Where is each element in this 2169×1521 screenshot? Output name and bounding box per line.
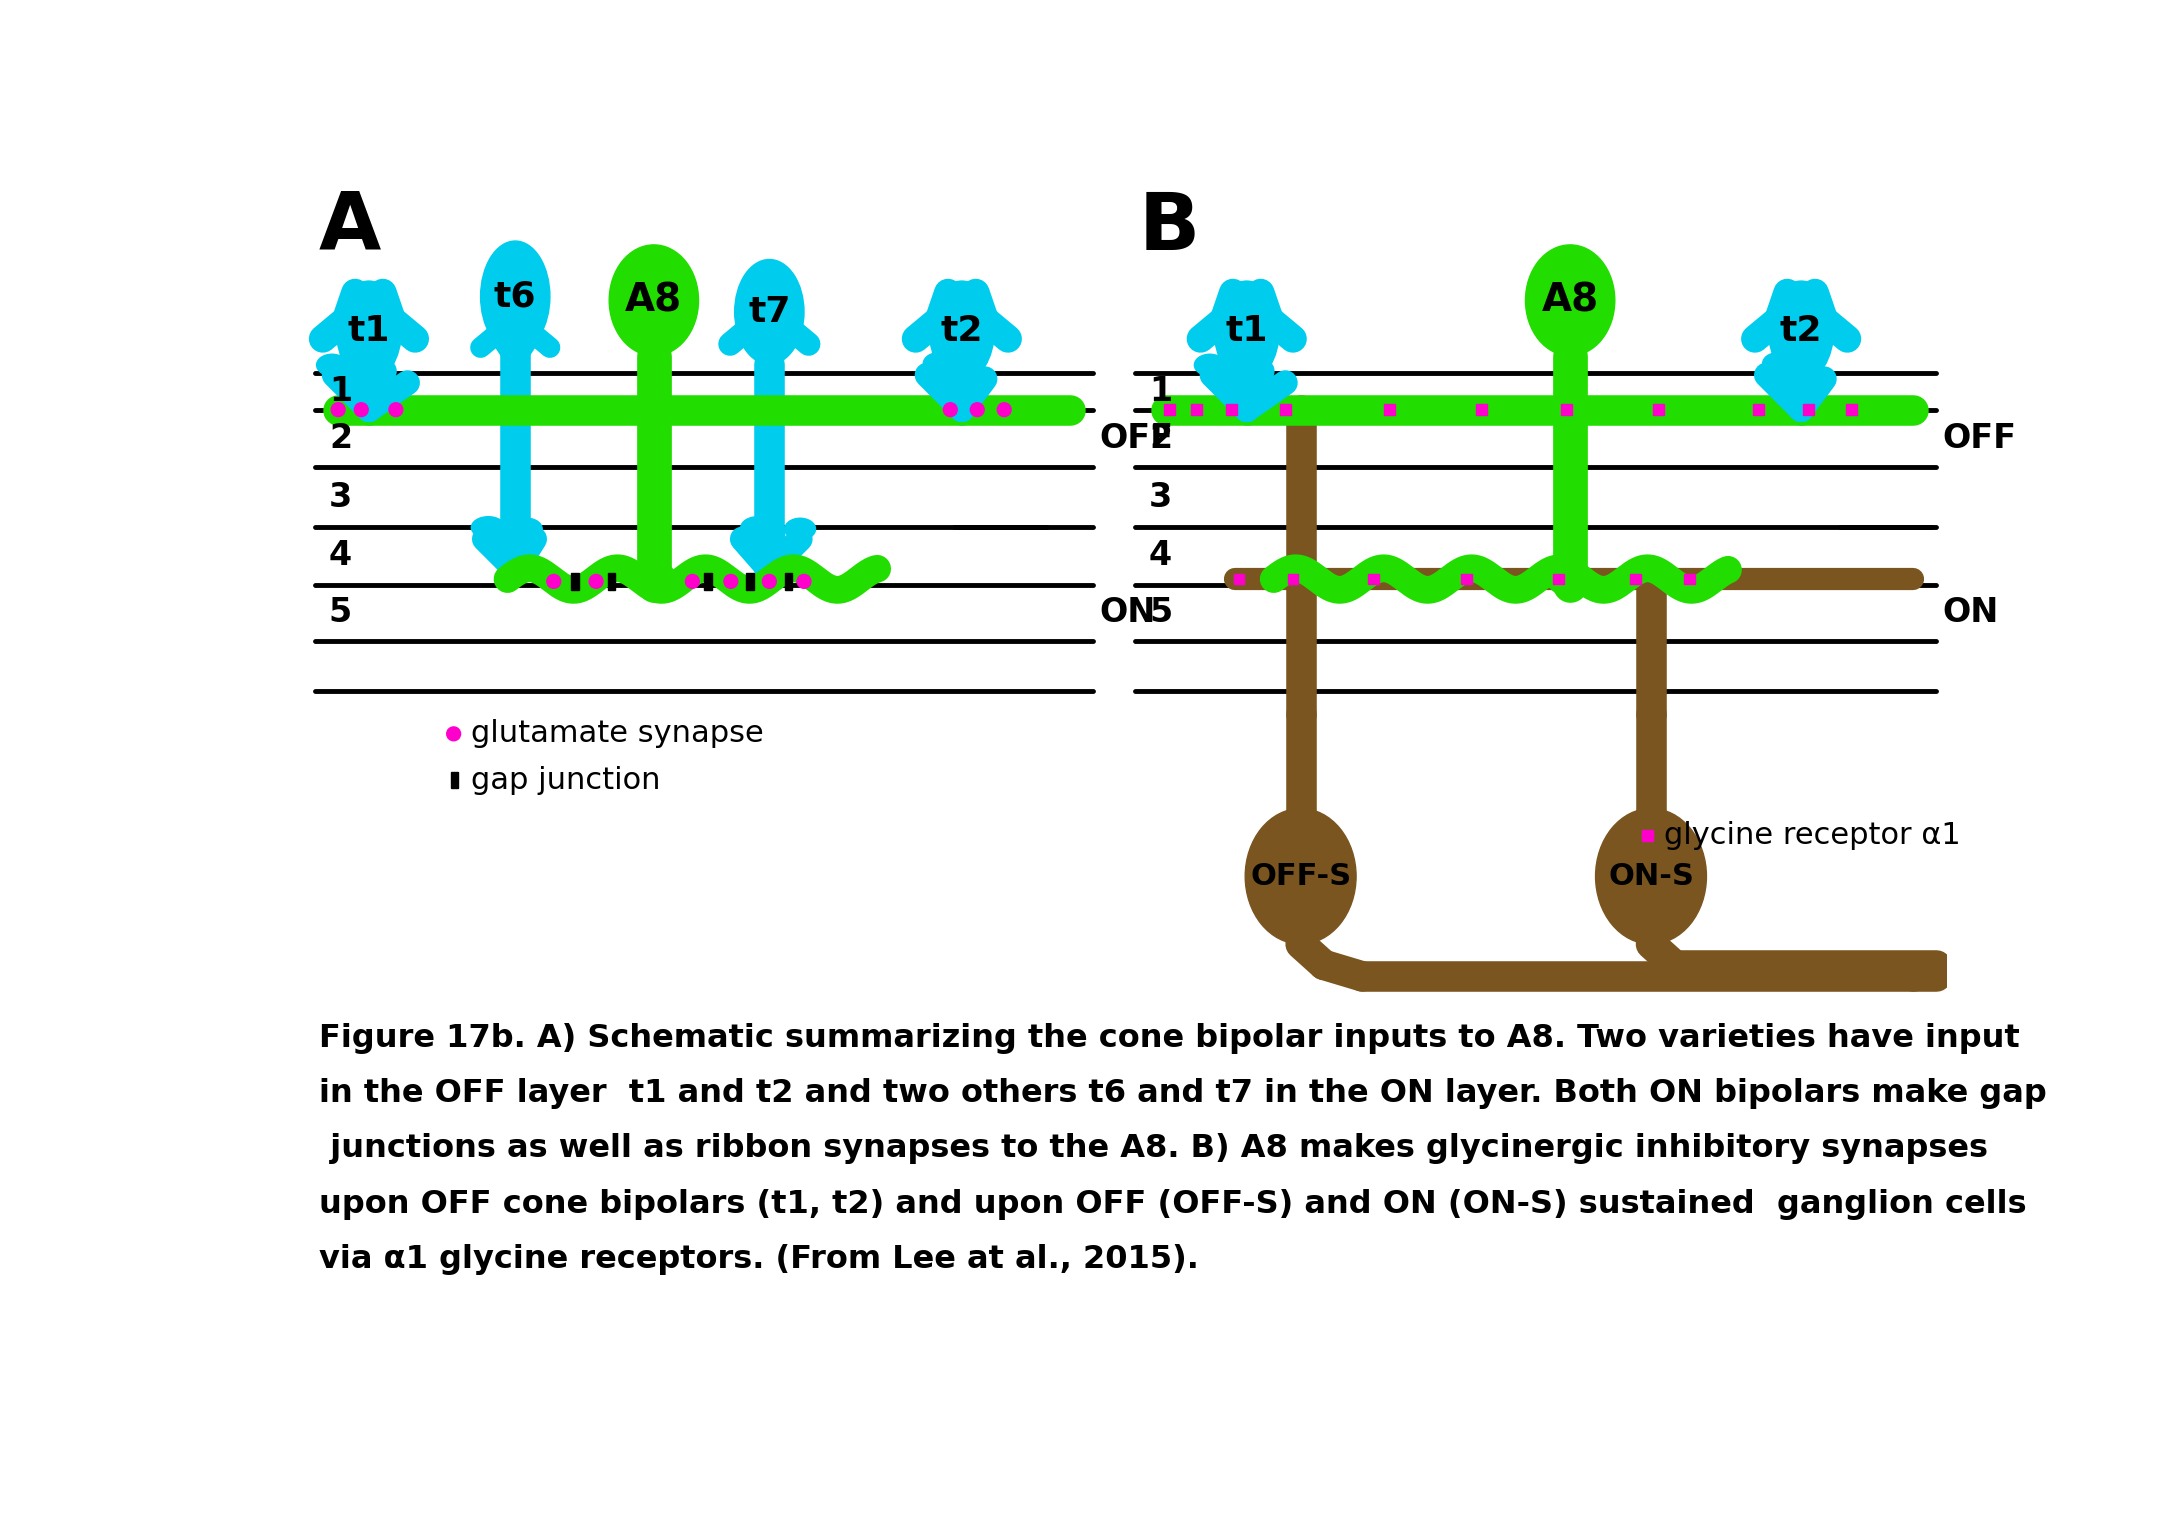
- Bar: [1477, 405, 1488, 415]
- Text: gap junction: gap junction: [471, 765, 659, 794]
- Text: upon OFF cone bipolars (t1, t2) and upon OFF (OFF-S) and ON (ON-S) sustained  ga: upon OFF cone bipolars (t1, t2) and upon…: [319, 1189, 2026, 1220]
- Text: t7: t7: [748, 295, 790, 329]
- Ellipse shape: [336, 281, 401, 382]
- Ellipse shape: [924, 353, 954, 374]
- Text: via α1 glycine receptors. (From Lee at al., 2015).: via α1 glycine receptors. (From Lee at a…: [319, 1244, 1199, 1275]
- Ellipse shape: [609, 245, 698, 356]
- Ellipse shape: [931, 281, 993, 382]
- Bar: [1225, 405, 1236, 415]
- Ellipse shape: [1596, 809, 1707, 945]
- Circle shape: [763, 575, 777, 589]
- Text: 2: 2: [330, 421, 351, 455]
- Circle shape: [447, 727, 460, 741]
- Text: in the OFF layer  t1 and t2 and two others t6 and t7 in the ON layer. Both ON bi: in the OFF layer t1 and t2 and two other…: [319, 1078, 2048, 1109]
- Text: A8: A8: [1542, 281, 1599, 319]
- Ellipse shape: [482, 240, 551, 351]
- Bar: [1553, 573, 1564, 584]
- Ellipse shape: [735, 260, 805, 364]
- Ellipse shape: [1546, 563, 1594, 596]
- Ellipse shape: [1195, 354, 1225, 376]
- Ellipse shape: [360, 348, 393, 371]
- Bar: [1802, 405, 1813, 415]
- Text: OFF: OFF: [1100, 421, 1173, 455]
- Circle shape: [970, 403, 985, 417]
- Circle shape: [388, 403, 403, 417]
- Bar: [1683, 573, 1694, 584]
- Text: 1: 1: [330, 376, 351, 408]
- Circle shape: [547, 575, 560, 589]
- Bar: [1631, 573, 1642, 584]
- Circle shape: [332, 403, 345, 417]
- Bar: [1234, 573, 1245, 584]
- Bar: [1642, 830, 1653, 841]
- Bar: [1460, 573, 1471, 584]
- Bar: [1653, 405, 1664, 415]
- Ellipse shape: [317, 354, 347, 376]
- Ellipse shape: [1238, 348, 1271, 371]
- Bar: [1369, 573, 1379, 584]
- Circle shape: [685, 575, 698, 589]
- Ellipse shape: [1763, 353, 1794, 374]
- Text: 3: 3: [1150, 481, 1171, 514]
- Text: glycine receptor α1: glycine receptor α1: [1664, 821, 1961, 850]
- Bar: [1288, 573, 1299, 584]
- Text: OFF: OFF: [1941, 421, 2015, 455]
- Text: t2: t2: [941, 315, 983, 348]
- Bar: [1191, 405, 1202, 415]
- Circle shape: [724, 575, 737, 589]
- Bar: [451, 773, 458, 788]
- Ellipse shape: [512, 519, 542, 540]
- Text: 4: 4: [1150, 540, 1171, 572]
- Ellipse shape: [1215, 281, 1280, 382]
- Text: 3: 3: [330, 481, 351, 514]
- Text: 4: 4: [330, 540, 351, 572]
- Circle shape: [998, 403, 1011, 417]
- Bar: [1753, 405, 1763, 415]
- Bar: [1165, 405, 1176, 415]
- Text: ON-S: ON-S: [1607, 862, 1694, 891]
- Text: A8: A8: [625, 281, 683, 319]
- Circle shape: [354, 403, 369, 417]
- Text: t2: t2: [1781, 315, 1822, 348]
- Text: OFF-S: OFF-S: [1249, 862, 1351, 891]
- Text: A: A: [319, 189, 382, 266]
- Text: 2: 2: [1150, 421, 1171, 455]
- Bar: [785, 573, 792, 590]
- Bar: [1846, 405, 1857, 415]
- Bar: [1280, 405, 1291, 415]
- Text: 5: 5: [1150, 596, 1171, 630]
- Text: B: B: [1139, 189, 1199, 266]
- Bar: [1384, 405, 1395, 415]
- Bar: [705, 573, 711, 590]
- Circle shape: [944, 403, 957, 417]
- Text: junctions as well as ribbon synapses to the A8. B) A8 makes glycinergic inhibito: junctions as well as ribbon synapses to …: [319, 1133, 1989, 1165]
- Ellipse shape: [631, 563, 677, 596]
- Circle shape: [796, 575, 811, 589]
- Bar: [570, 573, 579, 590]
- Ellipse shape: [471, 517, 505, 538]
- Text: ON: ON: [1100, 596, 1156, 630]
- Text: t6: t6: [495, 280, 536, 313]
- Text: t1: t1: [347, 315, 390, 348]
- Ellipse shape: [742, 517, 774, 538]
- Text: Figure 17b. A) Schematic summarizing the cone bipolar inputs to A8. Two varietie: Figure 17b. A) Schematic summarizing the…: [319, 1022, 2019, 1054]
- Ellipse shape: [1245, 809, 1356, 945]
- Text: ON: ON: [1941, 596, 1998, 630]
- Bar: [746, 573, 755, 590]
- Text: 5: 5: [330, 596, 351, 630]
- Text: t1: t1: [1225, 315, 1269, 348]
- Text: 1: 1: [1150, 376, 1171, 408]
- Ellipse shape: [1768, 281, 1833, 382]
- Ellipse shape: [1525, 245, 1614, 356]
- Bar: [607, 573, 616, 590]
- Ellipse shape: [785, 519, 816, 540]
- Bar: [1562, 405, 1573, 415]
- Circle shape: [590, 575, 603, 589]
- Text: glutamate synapse: glutamate synapse: [471, 719, 763, 748]
